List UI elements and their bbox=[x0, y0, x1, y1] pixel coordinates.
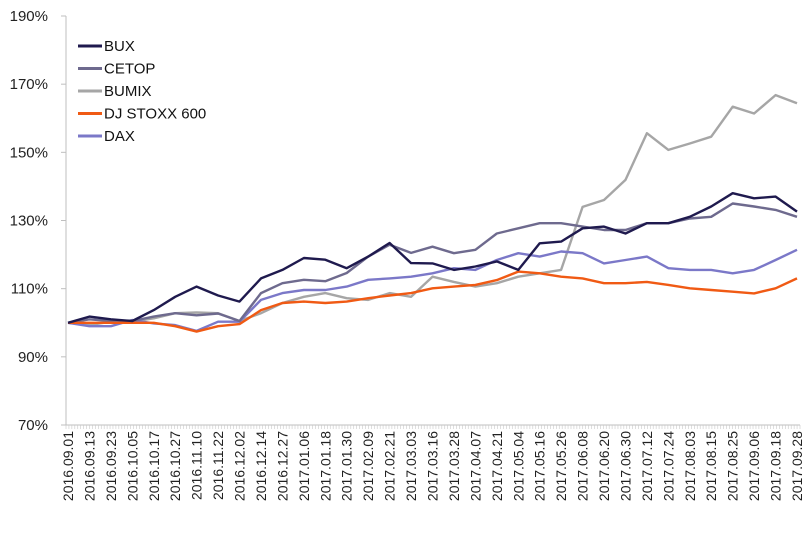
y-tick-label: 190% bbox=[10, 8, 48, 25]
x-tick-label: 2017.01.06 bbox=[296, 431, 312, 501]
x-tick-label: 2017.08.25 bbox=[725, 431, 741, 501]
y-tick-label: 90% bbox=[18, 349, 48, 366]
x-tick-label: 2017.05.04 bbox=[510, 431, 526, 501]
x-tick-label: 2017.01.30 bbox=[339, 431, 355, 501]
x-tick-label: 2016.12.27 bbox=[274, 431, 290, 501]
y-tick-label: 110% bbox=[11, 281, 48, 298]
series-line-dax bbox=[67, 248, 798, 333]
x-tick-label: 2017.08.03 bbox=[682, 431, 698, 501]
y-tick-label: 70% bbox=[18, 417, 48, 434]
y-axis: 70% 90% 110% 130% 150% 170% 190% bbox=[10, 8, 67, 434]
x-tick-label: 2017.01.18 bbox=[317, 431, 333, 501]
x-tick-label: 2017.06.20 bbox=[596, 431, 612, 501]
x-axis: 2016.09.01 2016.09.13 2016.09.23 2016.10.05… bbox=[60, 424, 805, 501]
y-tick-label: 170% bbox=[10, 76, 48, 93]
series-line-bumix bbox=[67, 93, 798, 327]
x-tick-label: 2016.09.01 bbox=[60, 431, 76, 501]
x-tick-label: 2016.12.14 bbox=[253, 431, 269, 501]
x-tick-label: 2017.03.16 bbox=[425, 431, 441, 501]
x-tick-label: 2016.10.05 bbox=[124, 431, 140, 501]
x-tick-label: 2016.11.10 bbox=[189, 431, 205, 500]
x-tick-label: 2016.11.22 bbox=[210, 431, 226, 500]
y-tick-label: 130% bbox=[10, 213, 48, 230]
x-tick-label: 2017.06.08 bbox=[575, 431, 591, 501]
x-tick-label: 2016.10.17 bbox=[146, 431, 162, 501]
series-lines bbox=[67, 93, 798, 333]
x-tick-label: 2017.04.07 bbox=[467, 431, 483, 501]
x-tick-label: 2017.07.24 bbox=[660, 431, 676, 501]
legend: BUX CETOP BUMIX DJ STOXX 600 DAX bbox=[78, 38, 206, 145]
legend-label: DJ STOXX 600 bbox=[104, 106, 206, 123]
legend-label: BUX bbox=[104, 38, 135, 55]
series-line-dj-stoxx-600 bbox=[68, 270, 798, 333]
legend-label: DAX bbox=[104, 128, 135, 145]
x-tick-label: 2016.09.23 bbox=[103, 431, 119, 501]
x-tick-label: 2017.09.06 bbox=[746, 431, 762, 501]
x-tick-label: 2016.09.13 bbox=[81, 431, 97, 501]
x-tick-label: 2017.07.12 bbox=[639, 431, 655, 501]
x-tick-label: 2017.06.30 bbox=[617, 431, 633, 501]
legend-label: BUMIX bbox=[104, 83, 152, 100]
x-tick-label: 2017.03.28 bbox=[446, 431, 462, 501]
y-tick-label: 150% bbox=[10, 144, 48, 161]
x-tick-label: 2017.08.15 bbox=[703, 431, 719, 501]
x-tick-label: 2017.04.21 bbox=[489, 431, 505, 501]
x-tick-label: 2016.10.27 bbox=[167, 431, 183, 501]
x-tick-label: 2017.05.16 bbox=[532, 431, 548, 501]
x-tick-label: 2017.09.28 bbox=[789, 431, 805, 501]
legend-label: CETOP bbox=[104, 61, 155, 78]
x-tick-label: 2017.03.03 bbox=[403, 431, 419, 501]
x-tick-label: 2017.09.18 bbox=[768, 431, 784, 501]
x-tick-label: 2017.02.09 bbox=[360, 431, 376, 501]
x-tick-label: 2017.05.26 bbox=[553, 431, 569, 501]
x-tick-label: 2017.02.21 bbox=[382, 431, 398, 501]
series-line-bux bbox=[67, 191, 798, 324]
x-tick-label: 2016.12.02 bbox=[232, 431, 248, 501]
